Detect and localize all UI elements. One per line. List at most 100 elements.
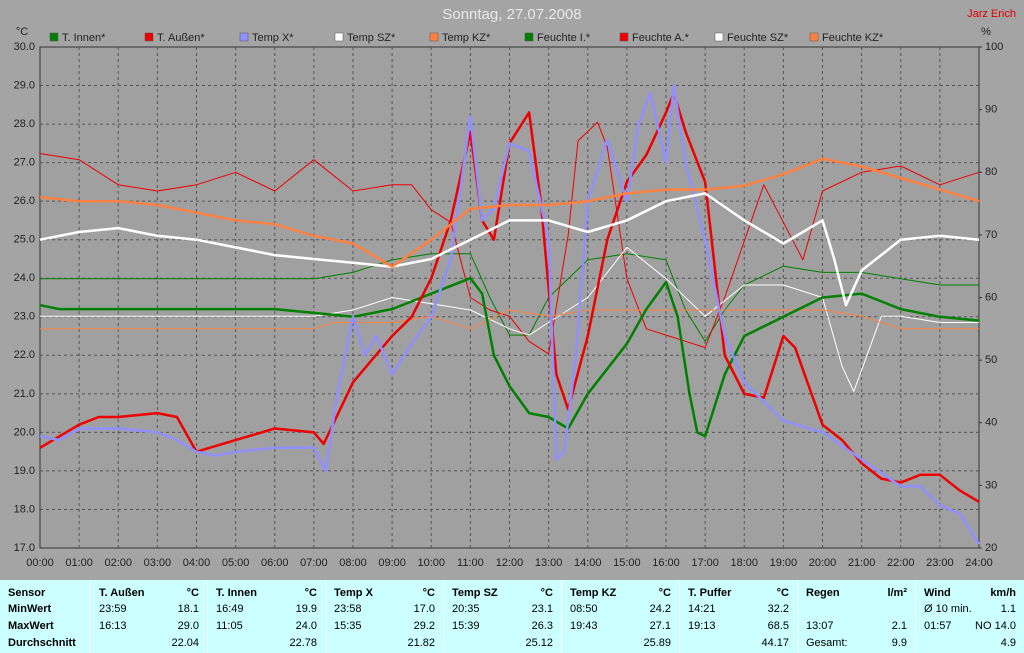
- table-cell: Wind: [924, 587, 951, 599]
- table-cell: 22.04: [171, 637, 199, 649]
- data-line: [39, 192, 980, 307]
- x-tick-label: 10:00: [417, 557, 445, 569]
- table-cell: 16:49: [216, 603, 244, 615]
- table-cell: 23:58: [334, 603, 362, 615]
- table-cell: 18.1: [177, 603, 199, 615]
- legend-label: Feuchte SZ*: [727, 32, 789, 44]
- y2-tick-label: 40: [985, 417, 997, 429]
- legend-swatch: [714, 32, 724, 42]
- x-tick-label: 09:00: [378, 557, 406, 569]
- y-tick-label: 24.0: [14, 272, 35, 284]
- table-cell: 44.17: [761, 637, 789, 649]
- legend-label: Feuchte KZ*: [822, 32, 884, 44]
- legend-swatch: [524, 32, 534, 42]
- table-cell: Temp X: [334, 587, 373, 599]
- table-cell: km/h: [990, 587, 1016, 599]
- legend-swatch: [429, 32, 439, 42]
- x-tick-label: 14:00: [574, 557, 602, 569]
- table-cell: Durchschnitt: [8, 637, 76, 649]
- table-cell: 15:35: [334, 620, 362, 632]
- plot-area: [39, 46, 980, 549]
- chart-title: Sonntag, 27.07.2008: [442, 6, 581, 23]
- table-cell: 08:50: [570, 603, 598, 615]
- table-cell: Regen: [806, 587, 840, 599]
- x-tick-label: 21:00: [848, 557, 876, 569]
- table-cell: 25.12: [525, 637, 553, 649]
- y-tick-label: 23.0: [14, 311, 35, 323]
- data-line: [39, 276, 980, 438]
- table-cell: 32.2: [767, 603, 789, 615]
- y-axis-label: °C: [16, 26, 28, 38]
- data-line: [39, 84, 981, 545]
- table-cell: 13:07: [806, 620, 834, 632]
- table-cell: °C: [186, 587, 199, 599]
- table-cell: 9.9: [891, 637, 907, 649]
- x-tick-label: 18:00: [730, 557, 758, 569]
- y-tick-label: 29.0: [14, 79, 35, 91]
- y2-tick-label: 100: [985, 41, 1003, 53]
- y-tick-label: 27.0: [14, 157, 35, 169]
- legend-label: Feuchte I.*: [537, 32, 591, 44]
- table-cell: °C: [422, 587, 435, 599]
- column-divider: [561, 580, 562, 653]
- y2-tick-label: 20: [985, 542, 997, 554]
- table-cell: 26.3: [531, 620, 553, 632]
- table-cell: 19:13: [688, 620, 716, 632]
- table-cell: 24.0: [295, 620, 317, 632]
- table-cell: T. Puffer: [688, 587, 732, 599]
- x-tick-label: 19:00: [770, 557, 798, 569]
- legend-label: Temp SZ*: [347, 32, 396, 44]
- y-tick-label: 19.0: [14, 465, 35, 477]
- table-cell: 19.9: [295, 603, 317, 615]
- x-tick-label: 15:00: [613, 557, 641, 569]
- y-tick-label: 30.0: [14, 41, 35, 53]
- table-cell: 16:13: [99, 620, 127, 632]
- table-cell: Sensor: [8, 587, 46, 599]
- table-cell: MaxWert: [8, 620, 54, 632]
- x-tick-label: 07:00: [300, 557, 328, 569]
- table-cell: 17.0: [413, 603, 435, 615]
- x-tick-label: 03:00: [144, 557, 172, 569]
- table-cell: 4.9: [1000, 637, 1016, 649]
- y2-tick-label: 60: [985, 291, 997, 303]
- table-cell: 68.5: [767, 620, 789, 632]
- column-divider: [679, 580, 680, 653]
- table-cell: MinWert: [8, 603, 52, 615]
- annotation: Jarz Erich: [967, 8, 1016, 20]
- legend-label: Feuchte A.*: [632, 32, 690, 44]
- column-divider: [915, 580, 916, 653]
- table-cell: Ø 10 min.: [924, 603, 972, 615]
- x-tick-label: 16:00: [652, 557, 680, 569]
- y-tick-label: 21.0: [14, 388, 35, 400]
- y-tick-label: 18.0: [14, 503, 35, 515]
- table-cell: T. Außen: [99, 587, 145, 599]
- table-cell: 29.2: [413, 620, 435, 632]
- y-tick-label: 26.0: [14, 195, 35, 207]
- table-cell: NO 14.0: [975, 620, 1016, 632]
- table-cell: 11:05: [216, 620, 243, 632]
- table-cell: 1.1: [1000, 603, 1016, 615]
- table-cell: 2.1: [891, 620, 907, 632]
- table-cell: °C: [540, 587, 553, 599]
- x-tick-label: 04:00: [183, 557, 211, 569]
- legend-swatch: [49, 32, 59, 42]
- x-tick-label: 23:00: [926, 557, 954, 569]
- table-cell: °C: [776, 587, 789, 599]
- x-tick-label: 00:00: [26, 557, 54, 569]
- table-cell: 27.1: [649, 620, 671, 632]
- table-cell: Temp KZ: [570, 587, 617, 599]
- legend-label: Temp X*: [252, 32, 294, 44]
- x-tick-label: 01:00: [65, 557, 93, 569]
- x-tick-label: 11:00: [457, 557, 484, 569]
- legend-label: Temp KZ*: [442, 32, 491, 44]
- chart: Sonntag, 27.07.2008 Jarz Erich °C % 17.0…: [14, 6, 1016, 569]
- y2-tick-label: 80: [985, 166, 997, 178]
- legend-swatch: [239, 32, 249, 42]
- summary-table: Sensor T. Außen °C T. Innen °C Temp X °C Temp S…: [0, 580, 1024, 653]
- legend-swatch: [144, 32, 154, 42]
- x-tick-label: 24:00: [965, 557, 993, 569]
- table-cell: °C: [304, 587, 317, 599]
- table-cell: Gesamt:: [806, 637, 848, 649]
- y2-tick-label: 30: [985, 479, 997, 491]
